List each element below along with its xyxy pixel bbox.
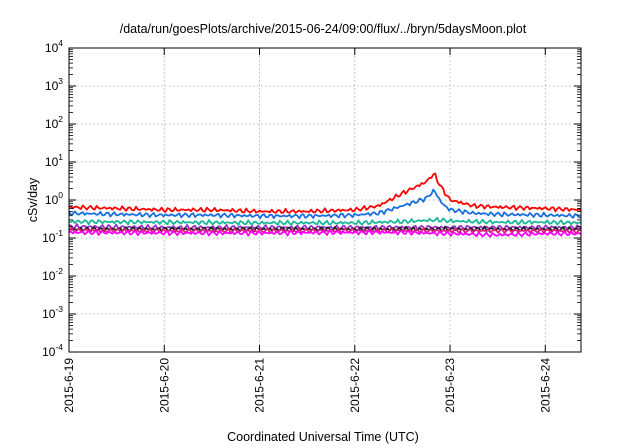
series-line xyxy=(68,172,582,215)
x-axis-label: Coordinated Universal Time (UTC) xyxy=(227,430,419,444)
series-layer xyxy=(68,172,582,238)
y-tick-label: 103 xyxy=(45,76,63,93)
x-tick-label: 2015-6-20 xyxy=(157,358,171,413)
y-tick-label: 101 xyxy=(45,152,63,169)
series-line xyxy=(68,188,582,220)
y-axis-label: cSv/day xyxy=(26,177,40,222)
y-tick-label: 100 xyxy=(45,190,63,207)
series-line xyxy=(68,223,582,231)
plot-frame xyxy=(68,47,582,353)
y-tick-label: 10-1 xyxy=(42,228,63,245)
x-tick-label: 2015-6-23 xyxy=(443,358,457,413)
series-line xyxy=(68,229,582,238)
x-tick-label: 2015-6-24 xyxy=(538,358,552,413)
x-tick-label: 2015-6-21 xyxy=(253,358,267,413)
x-tick-label: 2015-6-22 xyxy=(348,358,362,413)
y-tick-label: 10-4 xyxy=(42,342,63,359)
x-tick-labels: 2015-6-19 2015-6-20 2015-6-21 2015-6-22 2015… xyxy=(62,358,552,413)
y-tick-label: 10-2 xyxy=(42,266,63,283)
chart-title: /data/run/goesPlots/archive/2015-06-24/0… xyxy=(120,22,527,36)
x-tick-label: 2015-6-19 xyxy=(62,358,76,413)
series-line xyxy=(68,216,582,226)
grid xyxy=(69,48,581,352)
y-tick-label: 102 xyxy=(45,114,63,131)
y-tick-label: 10-3 xyxy=(42,304,63,321)
y-tick-labels: 10-4 10-3 10-2 10-1 100 101 102 103 104 xyxy=(42,38,63,359)
y-tick-label: 104 xyxy=(45,38,63,55)
